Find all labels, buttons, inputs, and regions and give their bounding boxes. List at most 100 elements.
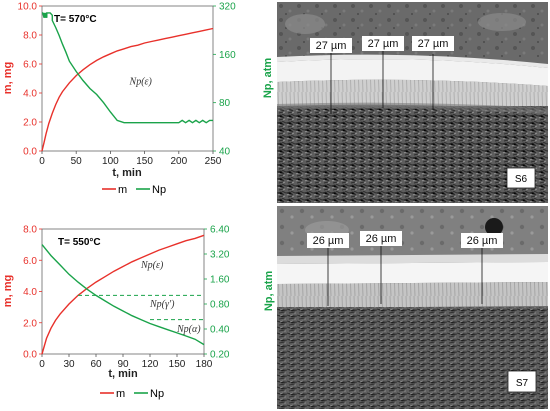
measurement-1: 26 µm (307, 233, 349, 306)
legend: m Np (102, 184, 166, 196)
temperature-label: T= 570°C (54, 14, 97, 25)
core-structure (277, 102, 548, 114)
measurement-2: 27 µm (362, 36, 404, 108)
y-right-tick-label: 1.60 (210, 275, 230, 286)
y-left-tick-label: 4.0 (23, 287, 37, 298)
y-right-ticks: 0.20 0.40 0.80 1.60 3.20 6.40 (204, 225, 230, 361)
y-left-tick-label: 4.0 (23, 89, 37, 100)
measurement-1: 27 µm (310, 38, 352, 114)
temperature-label: T= 550°C (58, 237, 101, 248)
svg-text:26 µm: 26 µm (366, 233, 397, 245)
chart-550c: 0.0 2.0 4.0 6.0 8.0 0.20 0.40 0.80 1.60 3.20 6.40… (2, 225, 275, 401)
series-line-np (42, 12, 213, 124)
svg-text:S7: S7 (516, 378, 529, 389)
series-line-m (41, 27, 214, 152)
phase-labels: Np(ε) Np(γ′) Np(α) (140, 260, 201, 335)
series-layer (41, 234, 205, 355)
x-tick-label: 0 (39, 359, 45, 370)
compound-layer (277, 262, 548, 284)
y-left-ticks: 0.0 2.0 4.0 6.0 8.0 (23, 225, 42, 361)
y-left-tick-label: 8.0 (23, 225, 37, 236)
series-line-np (41, 244, 205, 346)
measurement-2: 26 µm (360, 231, 402, 304)
sample-label-s7: S7 (507, 370, 537, 393)
phase-label: Np(ε) (129, 76, 153, 87)
x-tick-label: 180 (196, 359, 213, 370)
core-structure (277, 106, 548, 203)
outer-edge (277, 254, 548, 264)
series-layer (41, 12, 214, 152)
plot-area (41, 5, 214, 152)
legend-label-np: Np (152, 184, 166, 196)
y-right-ticks: 40 80 160 320 (213, 2, 236, 158)
outer-edge (277, 54, 548, 68)
y-left-tick-label: 6.0 (23, 60, 37, 71)
y-left-tick-label: 6.0 (23, 256, 37, 267)
core-structure (277, 307, 548, 409)
y-right-tick-label: 3.20 (210, 250, 230, 261)
plot-frame (41, 5, 214, 152)
svg-text:27 µm: 27 µm (368, 38, 399, 50)
y-right-tick-label: 0.80 (210, 300, 230, 311)
x-tick-label: 30 (63, 359, 75, 370)
mount-particle (285, 14, 325, 34)
y-left-tick-label: 2.0 (23, 118, 37, 129)
x-tick-label: 90 (117, 359, 129, 370)
x-ticks: 0 50 100 150 200 250 (39, 151, 222, 167)
phase-label: Np(γ′) (149, 299, 175, 310)
x-tick-label: 250 (205, 156, 222, 167)
y-left-tick-label: 0.0 (23, 350, 37, 361)
y-right-tick-label: 40 (219, 147, 231, 158)
mount-particle (485, 218, 503, 236)
y-right-axis-label: Np, atm (262, 58, 274, 99)
y-left-tick-label: 2.0 (23, 318, 37, 329)
y-left-tick-label: 0.0 (23, 147, 37, 158)
sample-label-s6: S6 (506, 167, 536, 189)
y-right-tick-label: 160 (219, 50, 236, 61)
x-ticks: 0 30 60 90 120 150 180 (39, 354, 213, 370)
y-left-axis-label: m, mg (2, 275, 14, 307)
micrograph-s6: 27 µm 27 µm 27 µm S6 (277, 2, 548, 203)
x-tick-label: 0 (39, 156, 45, 167)
series-line-m (41, 234, 205, 355)
x-tick-label: 150 (169, 359, 186, 370)
legend-label-m: m (118, 184, 127, 196)
x-tick-label: 200 (170, 156, 187, 167)
svg-text:27 µm: 27 µm (418, 38, 449, 50)
legend-label-m: m (116, 388, 125, 400)
y-left-axis-label: m, mg (2, 62, 14, 94)
phase-label: Np(ε) (140, 260, 164, 271)
micrograph-s7: 26 µm 26 µm 26 µm S7 (277, 206, 548, 409)
y-right-tick-label: 320 (219, 2, 236, 13)
y-right-tick-label: 6.40 (210, 225, 230, 236)
svg-text:26 µm: 26 µm (313, 235, 344, 247)
x-tick-label: 100 (102, 156, 119, 167)
svg-text:S6: S6 (515, 174, 528, 185)
phase-labels: Np(ε) (129, 76, 153, 87)
svg-text:27 µm: 27 µm (316, 40, 347, 52)
y-left-ticks: 0.0 2.0 4.0 6.0 8.0 10.0 (18, 2, 42, 158)
y-left-tick-label: 8.0 (23, 31, 37, 42)
measurement-3: 26 µm (461, 233, 503, 304)
chart-570c: 0.0 2.0 4.0 6.0 8.0 10.0 40 80 160 320 0 50 100 150… (2, 2, 274, 197)
diffusion-layer (277, 282, 548, 308)
x-axis-label: t, min (112, 167, 142, 179)
y-left-tick-label: 10.0 (18, 2, 38, 13)
micrograph-s6-image: 27 µm 27 µm 27 µm S6 (277, 2, 548, 203)
x-tick-label: 60 (90, 359, 102, 370)
x-axis-label: t, min (108, 368, 138, 380)
svg-text:26 µm: 26 µm (467, 235, 498, 247)
measurement-3: 27 µm (412, 36, 454, 110)
x-tick-label: 50 (71, 156, 83, 167)
legend: m Np (100, 388, 164, 400)
diffusion-layer (277, 79, 548, 110)
compound-layer (277, 59, 548, 86)
x-tick-label: 150 (136, 156, 153, 167)
micrograph-s7-image: 26 µm 26 µm 26 µm S7 (277, 206, 548, 409)
y-right-tick-label: 80 (219, 98, 231, 109)
mount-particle (478, 13, 526, 31)
phase-label: Np(α) (176, 324, 201, 335)
y-right-tick-label: 0.40 (210, 325, 230, 336)
x-tick-label: 120 (142, 359, 159, 370)
